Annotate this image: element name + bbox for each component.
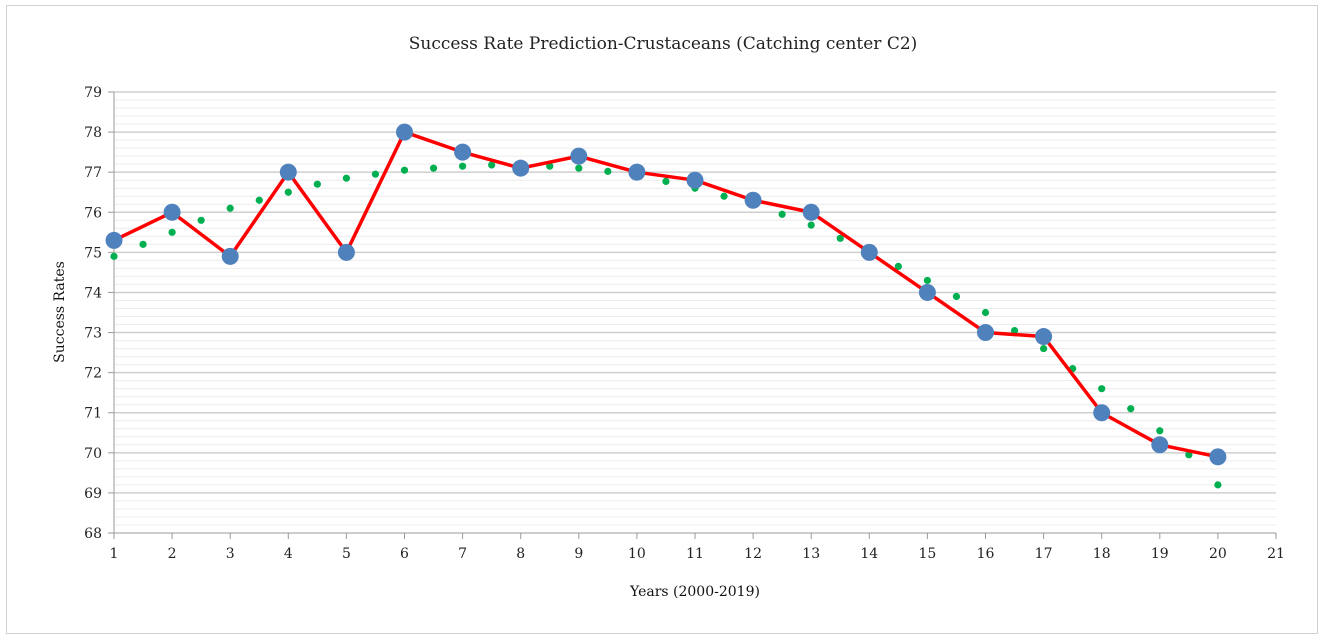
x-tick-label: 14 <box>860 546 878 562</box>
series-line <box>113 130 1219 459</box>
trend-dot <box>139 240 147 248</box>
data-point <box>163 203 181 221</box>
trend-dot <box>226 204 234 212</box>
y-tick-label: 70 <box>84 446 102 462</box>
x-tick-label: 12 <box>744 546 762 562</box>
trend-dot <box>894 262 902 270</box>
trend-dot <box>284 188 292 196</box>
trend-dot <box>1214 481 1222 489</box>
x-axis-label: Years (2000-2019) <box>629 584 760 600</box>
x-tick-label: 18 <box>1093 546 1111 562</box>
x-tick-label: 1 <box>110 546 119 562</box>
trend-dot <box>168 228 176 236</box>
data-point <box>512 159 530 177</box>
trend-dot <box>371 170 380 178</box>
trend-dot <box>488 161 496 169</box>
trend-dot <box>662 177 670 186</box>
data-point <box>628 163 646 181</box>
grid-lines <box>114 91 1276 526</box>
x-tick-label: 15 <box>918 546 936 562</box>
data-point <box>396 123 413 141</box>
x-tick-label: 17 <box>1035 546 1053 562</box>
x-tick-label: 10 <box>628 546 646 562</box>
chart-title: Success Rate Prediction-Crustaceans (Cat… <box>409 34 918 54</box>
chart-frame <box>6 5 1318 634</box>
y-tick-label: 77 <box>84 165 102 181</box>
data-point <box>918 283 936 301</box>
data-point <box>977 324 994 342</box>
data-point <box>860 243 878 261</box>
x-tick-label: 9 <box>574 546 583 562</box>
trend-dot <box>807 221 815 229</box>
trend-dot <box>778 210 786 218</box>
trend-dot <box>575 164 583 172</box>
trend-dot <box>1010 326 1019 335</box>
trend-dot <box>836 234 844 242</box>
trend-dot <box>720 192 728 200</box>
x-tick-label: 6 <box>400 546 409 562</box>
y-tick-label: 71 <box>84 406 102 422</box>
trend-dot <box>604 167 612 175</box>
trend-dot <box>429 164 438 172</box>
trend-dot <box>1127 405 1135 413</box>
trend-dot <box>546 162 554 170</box>
data-point <box>279 163 297 181</box>
y-tick-label: 76 <box>84 205 102 221</box>
data-point <box>686 171 704 189</box>
trend-dot <box>923 276 932 285</box>
x-tick-label: 19 <box>1151 546 1169 562</box>
data-point <box>221 247 239 265</box>
x-tick-label: 5 <box>342 546 351 562</box>
y-axis-label: Success Rates <box>52 261 68 363</box>
trend-dot <box>1185 451 1193 459</box>
y-tick-label: 68 <box>84 526 102 542</box>
trend-dot <box>110 252 118 260</box>
axes <box>108 91 1277 539</box>
x-tick-label: 20 <box>1209 546 1227 562</box>
trend-dot <box>400 166 409 174</box>
success-rate-series <box>105 123 1227 466</box>
data-point <box>1035 328 1053 346</box>
y-tick-label: 78 <box>84 125 102 141</box>
data-point <box>337 243 355 261</box>
y-tick-label: 73 <box>84 326 102 342</box>
y-tick-label: 79 <box>84 85 102 101</box>
trend-dot <box>1040 344 1048 353</box>
y-tick-labels: 68 69 70 71 72 73 74 75 76 77 78 79 <box>84 85 102 542</box>
x-tick-label: 16 <box>977 546 995 562</box>
data-point <box>744 191 762 209</box>
trend-dot <box>1098 385 1106 393</box>
x-tick-label: 21 <box>1267 546 1285 562</box>
trend-dot <box>313 180 321 188</box>
data-point <box>570 147 588 165</box>
trend-dot <box>952 292 961 301</box>
y-tick-label: 75 <box>84 245 102 261</box>
trend-dot <box>981 308 990 317</box>
trend-dot <box>1156 427 1164 435</box>
x-tick-label: 7 <box>458 546 467 562</box>
x-tick-label: 2 <box>168 546 177 562</box>
data-point <box>802 203 820 221</box>
x-tick-labels: 1 2 3 4 5 6 7 8 9 10 11 12 13 14 15 16 17 18 19 20 21 <box>110 546 1285 562</box>
data-point <box>454 143 472 161</box>
trend-dot <box>197 216 205 224</box>
x-tick-label: 3 <box>226 546 235 562</box>
y-tick-label: 72 <box>84 366 102 382</box>
x-tick-label: 8 <box>516 546 525 562</box>
y-tick-label: 69 <box>84 486 102 502</box>
trend-dot <box>255 196 263 204</box>
x-tick-label: 13 <box>802 546 820 562</box>
trend-dot <box>459 162 467 170</box>
data-point <box>1093 404 1111 422</box>
data-point <box>1209 448 1227 466</box>
data-point <box>105 231 123 249</box>
data-point <box>1151 436 1169 454</box>
x-tick-label: 11 <box>686 546 704 562</box>
y-tick-label: 74 <box>84 285 102 301</box>
x-tick-label: 4 <box>284 546 293 562</box>
trend-dot <box>342 174 350 182</box>
